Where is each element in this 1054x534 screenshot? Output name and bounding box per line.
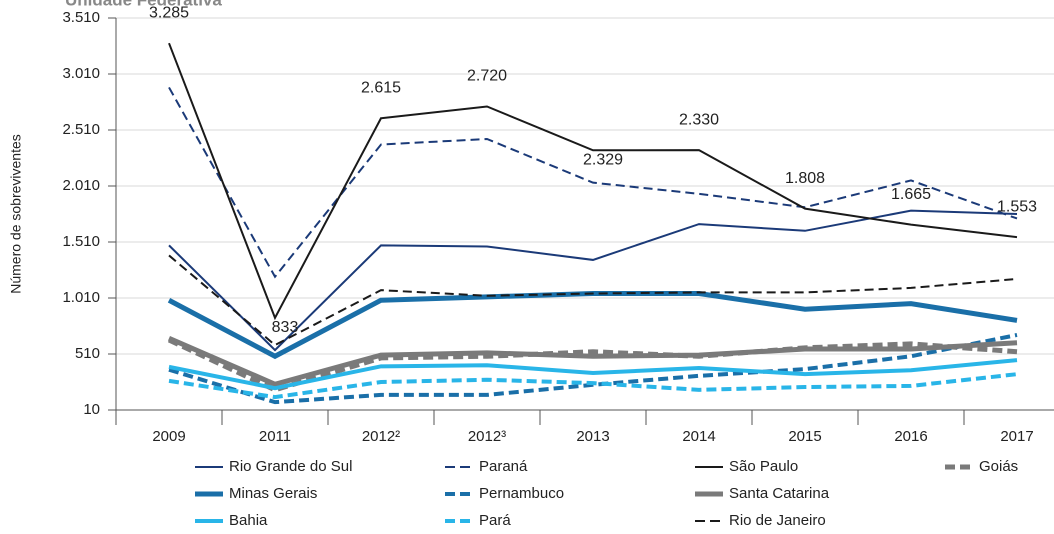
data-label: 3.285: [149, 4, 189, 21]
x-tick-label: 2012³: [468, 428, 506, 445]
y-axis-label: Número de sobreviventes: [8, 134, 24, 294]
y-tick-label: 1.010: [62, 289, 100, 306]
series-line: [168, 358, 1018, 391]
legend-label: Goiás: [979, 458, 1018, 475]
legend-label: Rio de Janeiro: [729, 512, 826, 529]
data-label: 1.808: [785, 170, 825, 187]
chart-title: Unidade Federativa: [65, 0, 222, 9]
x-tick-label: 2014: [682, 428, 715, 445]
data-label: 833: [272, 319, 299, 336]
y-tick-label: 3.010: [62, 65, 100, 82]
legend-label: São Paulo: [729, 458, 798, 475]
series-line: [168, 254, 1018, 347]
x-tick-label: 2009: [152, 428, 185, 445]
x-tick-label: 2013: [576, 428, 609, 445]
x-tick-label: 2011: [259, 428, 291, 445]
series-line: [168, 336, 1018, 387]
legend-label: Paraná: [479, 458, 528, 475]
y-tick-label: 3.510: [62, 9, 100, 26]
legend-label: Minas Gerais: [229, 485, 317, 502]
x-tick-label: 2015: [788, 428, 821, 445]
legend-label: Pará: [479, 512, 511, 529]
series-line: [168, 372, 1018, 400]
legend-label: Rio Grande do Sul: [229, 458, 352, 475]
data-label: 1.665: [891, 186, 931, 203]
y-tick-label: 510: [75, 345, 100, 362]
series-line: [168, 42, 1018, 321]
data-label: 2.615: [361, 79, 401, 96]
legend-label: Pernambuco: [479, 485, 564, 502]
y-tick-label: 2.510: [62, 121, 100, 138]
data-label: 2.329: [583, 151, 623, 168]
y-tick-label: 2.010: [62, 177, 100, 194]
legend-label: Bahia: [229, 512, 268, 529]
y-tick-label: 10: [83, 401, 100, 418]
legend-label: Santa Catarina: [729, 485, 830, 502]
series-line: [168, 86, 1018, 279]
y-tick-label: 1.510: [62, 233, 100, 250]
series-line: [168, 209, 1018, 352]
data-label: 1.553: [997, 198, 1037, 215]
data-label: 2.330: [679, 111, 719, 128]
data-label: 2.720: [467, 68, 507, 85]
x-tick-label: 2016: [894, 428, 927, 445]
x-tick-label: 2017: [1000, 428, 1033, 445]
x-tick-label: 2012²: [362, 428, 400, 445]
